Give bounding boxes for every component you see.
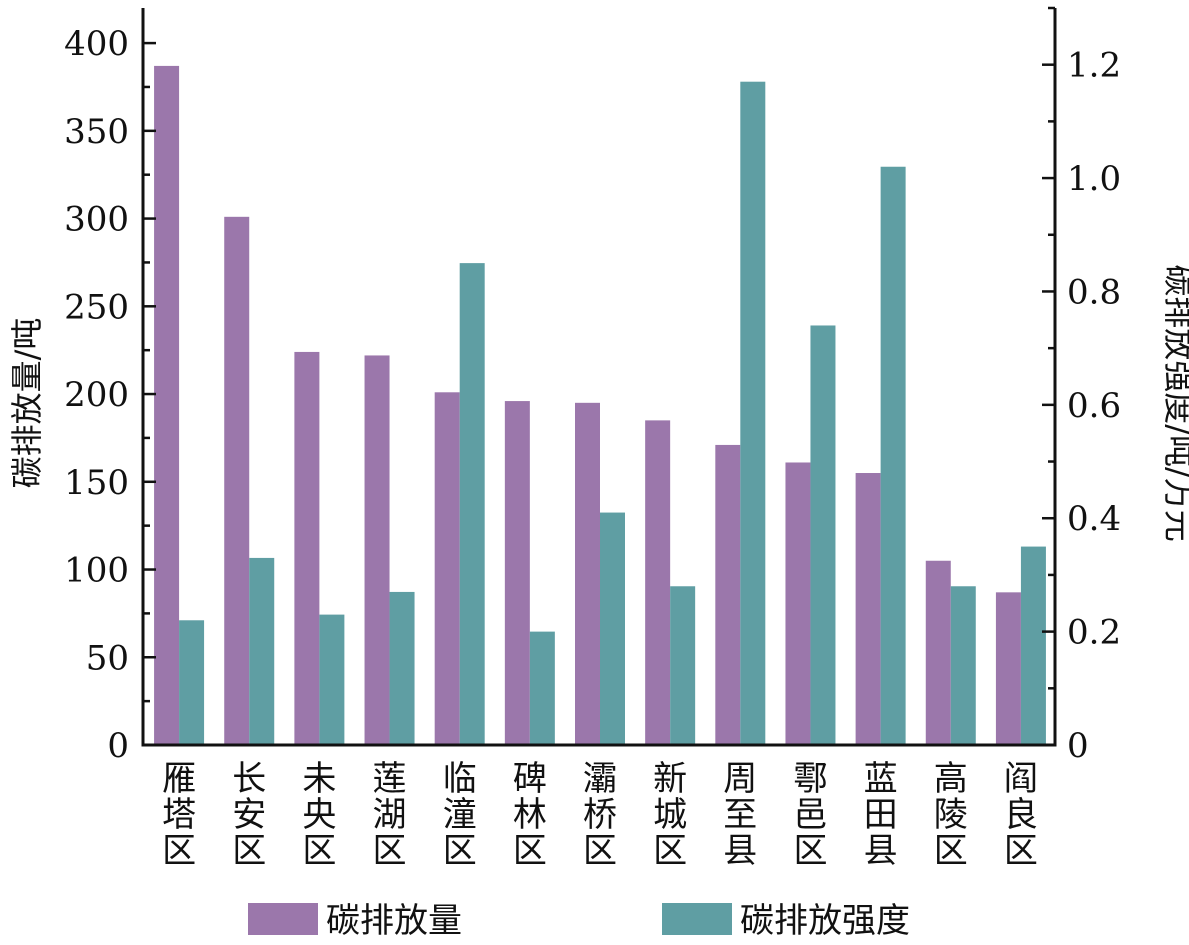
bar-intensity-11 [950,586,976,745]
bar-intensity-9 [810,325,836,745]
bar-intensity-2 [319,614,345,745]
bar-intensity-0 [179,620,205,745]
bar-intensity-5 [529,631,555,745]
x-tick-label-7: 新城区 [653,759,687,871]
bar-emission-4 [434,392,460,745]
bar-emission-3 [364,355,390,745]
legend-label-intensity: 碳排放强度 [740,901,910,941]
bar-emission-10 [855,473,881,745]
bar-intensity-6 [600,512,625,745]
y-right-tick-label-3: 0.6 [1067,386,1121,426]
x-tick-label-12: 阎良区 [1004,759,1038,871]
y-axis-right-title: 碳排放强度/吨/万元 [1160,264,1189,542]
x-tick-label-6: 灞桥区 [583,759,617,871]
y-left-tick-label-0: 0 [107,726,129,766]
bar-intensity-8 [740,81,766,745]
y-left-tick-label-1: 50 [86,638,129,678]
bars-layer [154,65,1046,746]
y-right-tick-label-4: 0.8 [1067,272,1121,312]
y-left-tick-label-2: 100 [64,551,129,591]
y-right-tick-label-0: 0 [1067,726,1089,766]
x-tick-label-0: 雁塔区 [162,759,196,871]
bar-emission-5 [504,401,530,745]
axes-layer [141,6,1057,747]
bar-emission-8 [715,444,741,745]
y-left-tick-label-7: 350 [64,112,129,152]
y-right-tick-label-2: 0.4 [1067,499,1121,539]
legend-label-emission: 碳排放量 [326,901,462,941]
x-tick-label-11: 高陵区 [934,759,968,871]
bar-emission-6 [575,402,600,745]
bar-emission-1 [224,216,250,746]
bar-emission-9 [785,462,811,745]
bar-intensity-7 [670,586,696,745]
bar-intensity-12 [1020,546,1046,745]
bar-emission-12 [995,592,1021,745]
x-tick-label-4: 临潼区 [443,759,477,871]
legend-swatch-intensity [662,903,732,935]
x-tick-label-5: 碑林区 [513,759,547,871]
labels-layer: 雁塔区 长安区 未央区 莲湖区 临潼区 碑林区 灞桥区 新城区 周至县 鄠邑区 蓝田县 高陵区 阎良区 0… [64,24,1121,871]
bar-intensity-4 [459,263,485,745]
bar-intensity-3 [389,591,415,745]
bar-emission-2 [294,351,320,745]
x-tick-label-10: 蓝田县 [864,759,898,871]
y-left-tick-label-3: 150 [64,463,129,503]
x-tick-label-3: 莲湖区 [373,759,407,871]
y-left-tick-label-8: 400 [64,24,129,64]
y-left-tick-label-5: 250 [64,287,129,327]
x-tick-label-1: 长安区 [232,759,266,871]
bar-emission-0 [154,65,180,745]
x-tick-label-8: 周至县 [723,759,757,871]
y-right-tick-label-1: 0.2 [1067,613,1121,653]
y-axis-left-title: 碳排放量/吨 [8,318,46,489]
bar-intensity-10 [880,166,906,745]
bar-emission-11 [925,560,951,745]
bar-emission-7 [645,420,671,745]
legend-swatch-emission [248,903,318,935]
legend: 碳排放量 碳排放强度 [248,901,910,941]
x-tick-label-2: 未央区 [302,759,336,871]
y-right-tick-label-5: 1.0 [1067,159,1121,199]
x-tick-label-9: 鄠邑区 [793,759,827,871]
y-left-tick-label-6: 300 [64,200,129,240]
y-left-tick-label-4: 200 [64,375,129,415]
bar-intensity-1 [249,557,275,745]
y-right-tick-label-6: 1.2 [1067,46,1121,86]
